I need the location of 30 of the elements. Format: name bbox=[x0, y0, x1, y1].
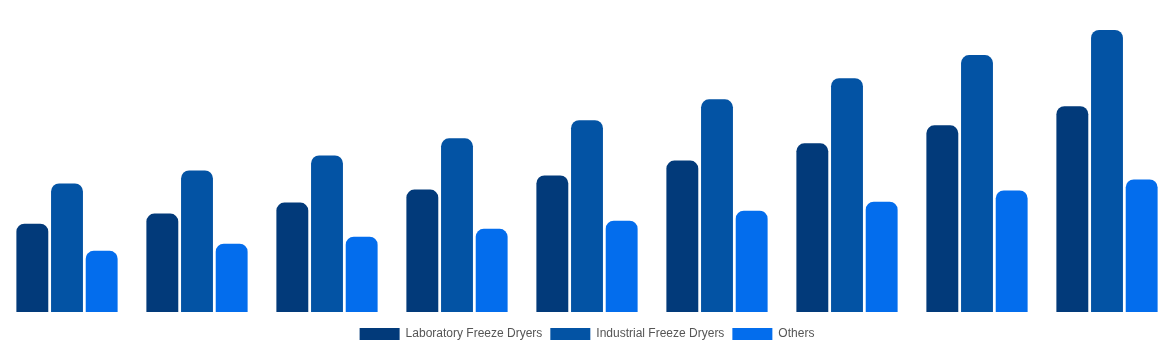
bar bbox=[571, 120, 603, 312]
bar bbox=[146, 213, 179, 312]
bar bbox=[1125, 179, 1158, 312]
bar bbox=[1091, 30, 1123, 312]
bar bbox=[215, 243, 248, 312]
bar bbox=[475, 228, 508, 312]
bar bbox=[85, 250, 118, 312]
legend-label: Laboratory Freeze Dryers bbox=[405, 326, 543, 341]
bar bbox=[926, 125, 959, 312]
bar bbox=[1056, 106, 1089, 312]
legend-label: Others bbox=[778, 326, 815, 341]
bar bbox=[536, 175, 569, 312]
bar bbox=[666, 160, 699, 312]
bar bbox=[735, 210, 768, 312]
bar bbox=[796, 143, 829, 312]
bar bbox=[865, 201, 898, 312]
bar bbox=[406, 189, 439, 312]
bar bbox=[276, 202, 309, 312]
bar bbox=[701, 99, 733, 312]
legend-label: Industrial Freeze Dryers bbox=[596, 326, 725, 341]
bar bbox=[181, 170, 213, 312]
bar bbox=[16, 223, 49, 312]
bar bbox=[995, 190, 1028, 312]
bar bbox=[961, 55, 993, 312]
bar bbox=[311, 155, 343, 312]
bar bbox=[831, 78, 863, 312]
bar bbox=[605, 220, 638, 312]
bar bbox=[441, 138, 473, 312]
bar bbox=[51, 183, 83, 312]
bar bbox=[345, 236, 378, 312]
